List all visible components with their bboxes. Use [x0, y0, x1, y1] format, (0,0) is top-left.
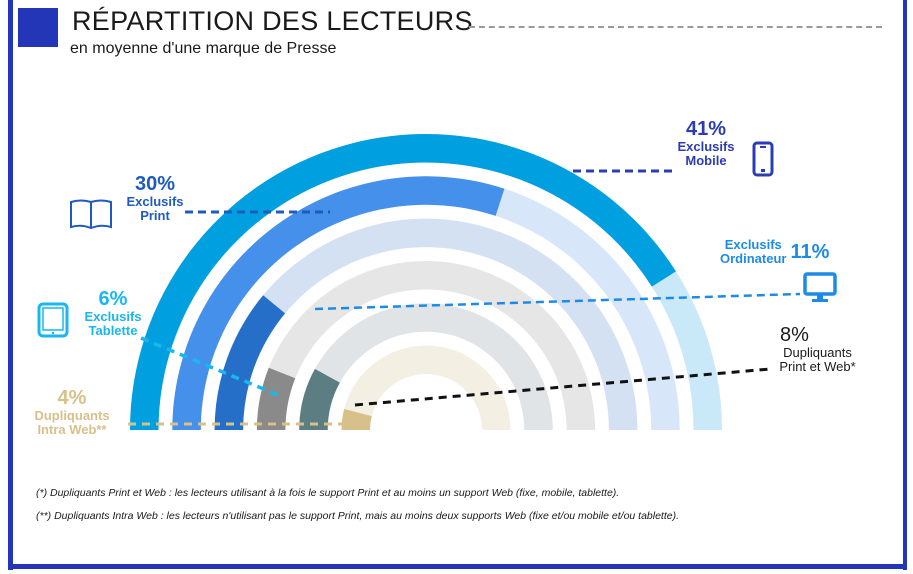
desktop-monitor-icon: [803, 272, 837, 309]
title-dashed-rule: [469, 26, 882, 28]
label-ordinateur-value: 11%: [790, 241, 830, 263]
label-ordinateur-line1: Exclusifs: [724, 237, 782, 252]
label-intra-web-line2: Intra Web**: [37, 422, 107, 437]
arc-bar-exclusifs-print: [172, 176, 505, 430]
label-print: 30% Exclusifs Print: [120, 173, 190, 223]
label-print-web-line2: Print et Web*: [779, 359, 856, 374]
frame-right-border: [903, 0, 907, 570]
arc-bar-exclusifs-ordinateur: [214, 295, 286, 430]
label-print-web-value: 8%: [780, 324, 809, 346]
footnote-1: (*) Dupliquants Print et Web : les lecte…: [36, 487, 620, 499]
arc-track-4: [299, 303, 553, 430]
arc-bar-exclusifs-mobile: [130, 134, 676, 431]
leader-line-ordinateur: [314, 292, 801, 311]
arc-track-5: [341, 345, 511, 430]
arc-bar-dupliquants-intra-web-: [341, 408, 372, 430]
label-print-line1: Exclusifs: [126, 194, 184, 209]
label-ordinateur-line2: Ordinateur: [720, 251, 787, 266]
label-tablette-value: 6%: [98, 288, 128, 310]
label-print-web: 8% Dupliquants Print et Web*: [770, 324, 865, 374]
label-print-value: 30%: [134, 173, 176, 195]
label-intra-web-line1: Dupliquants: [34, 408, 110, 423]
page-subtitle: en moyenne d'une marque de Presse: [70, 40, 337, 57]
label-print-line2: Print: [140, 208, 170, 223]
chart-center-hole: [411, 415, 441, 430]
label-intra-web-value: 4%: [57, 387, 87, 409]
label-tablette-line1: Exclusifs: [84, 309, 142, 324]
arc-bar-dupliquants-print-et-web-: [299, 368, 340, 430]
arc-track-2: [214, 218, 638, 430]
frame-left-border: [8, 0, 13, 570]
arc-bar-exclusifs-tablette: [256, 367, 296, 430]
open-book-icon: [68, 198, 114, 237]
label-ordinateur: Exclusifs Ordinateur 11%: [720, 238, 850, 266]
tablet-icon: [37, 302, 69, 343]
label-mobile-line2: Mobile: [685, 153, 727, 168]
label-mobile-value: 41%: [685, 118, 727, 140]
label-print-web-line1: Dupliquants: [783, 345, 852, 360]
label-tablette: 6% Exclusifs Tablette: [78, 288, 148, 338]
frame-bottom-border: [8, 564, 907, 569]
smartphone-icon: [752, 141, 774, 182]
label-tablette-line2: Tablette: [88, 323, 138, 338]
page-title: RÉPARTITION DES LECTEURS: [72, 6, 473, 36]
footnote-2: (**) Dupliquants Intra Web : les lecteur…: [36, 510, 680, 522]
label-intra-web: 4% Dupliquants Intra Web**: [27, 387, 117, 437]
leader-line-tablette: [140, 336, 279, 397]
label-mobile: 41% Exclusifs Mobile: [676, 118, 736, 168]
title-accent-square: [18, 8, 58, 47]
label-mobile-line1: Exclusifs: [677, 139, 735, 154]
